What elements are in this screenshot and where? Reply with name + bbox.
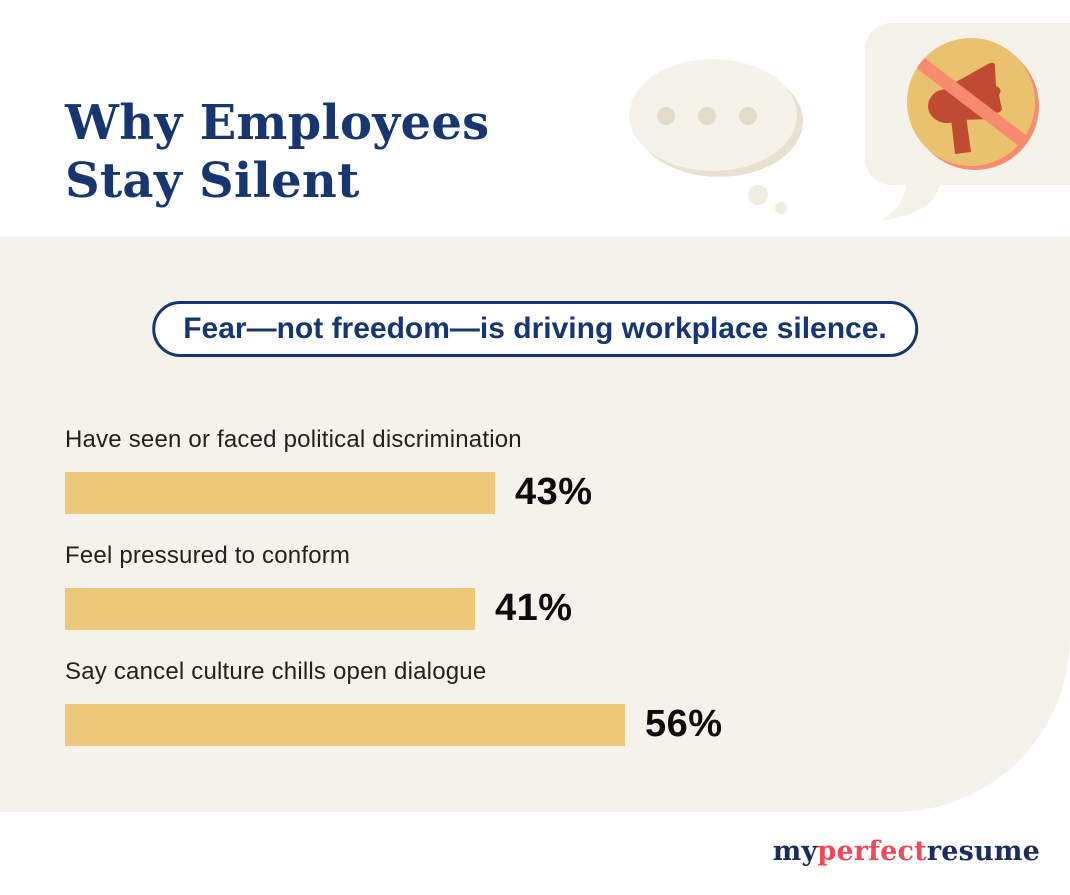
bar-line: 56% — [65, 703, 1025, 746]
typing-dots-icon — [657, 107, 757, 125]
brand-segment-my: my — [772, 836, 818, 867]
brand-logo: myperfectresume — [773, 836, 1040, 867]
bar — [65, 587, 475, 630]
thought-bubble-icon — [629, 59, 803, 214]
callout-text: Fear—not freedom—is driving workplace si… — [183, 312, 887, 345]
bar-row: Have seen or faced political discriminat… — [65, 425, 1025, 514]
bar-value: 43% — [515, 471, 593, 513]
bar-value: 41% — [495, 587, 573, 629]
no-megaphone-icon — [907, 38, 1039, 170]
bar-label: Have seen or faced political discriminat… — [65, 426, 522, 453]
page-title: Why Employees Stay Silent — [65, 94, 490, 210]
bar-line: 43% — [65, 471, 1025, 514]
speech-bubble-icon — [865, 23, 1070, 221]
bar-value: 56% — [645, 703, 723, 745]
brand-segment-perfect: perfect — [817, 836, 927, 867]
bar-row: Say cancel culture chills open dialogue … — [65, 657, 1025, 746]
page-title-line-2: Stay Silent — [65, 153, 360, 210]
bar-row: Feel pressured to conform 41% — [65, 541, 1025, 630]
header-decoration — [629, 23, 1070, 221]
page-title-line-1: Why Employees — [65, 95, 490, 152]
thought-trail-dot-large — [748, 185, 768, 205]
bar — [65, 703, 625, 746]
bar — [65, 471, 495, 514]
bar-label: Feel pressured to conform — [65, 542, 351, 569]
bar-label: Say cancel culture chills open dialogue — [65, 658, 487, 685]
bar-line: 41% — [65, 587, 1025, 630]
brand-segment-resume: resume — [926, 836, 1040, 867]
thought-trail-dot-small — [775, 202, 787, 214]
callout-pill: Fear—not freedom—is driving workplace si… — [152, 301, 918, 357]
speech-bubble-tail — [880, 181, 941, 221]
